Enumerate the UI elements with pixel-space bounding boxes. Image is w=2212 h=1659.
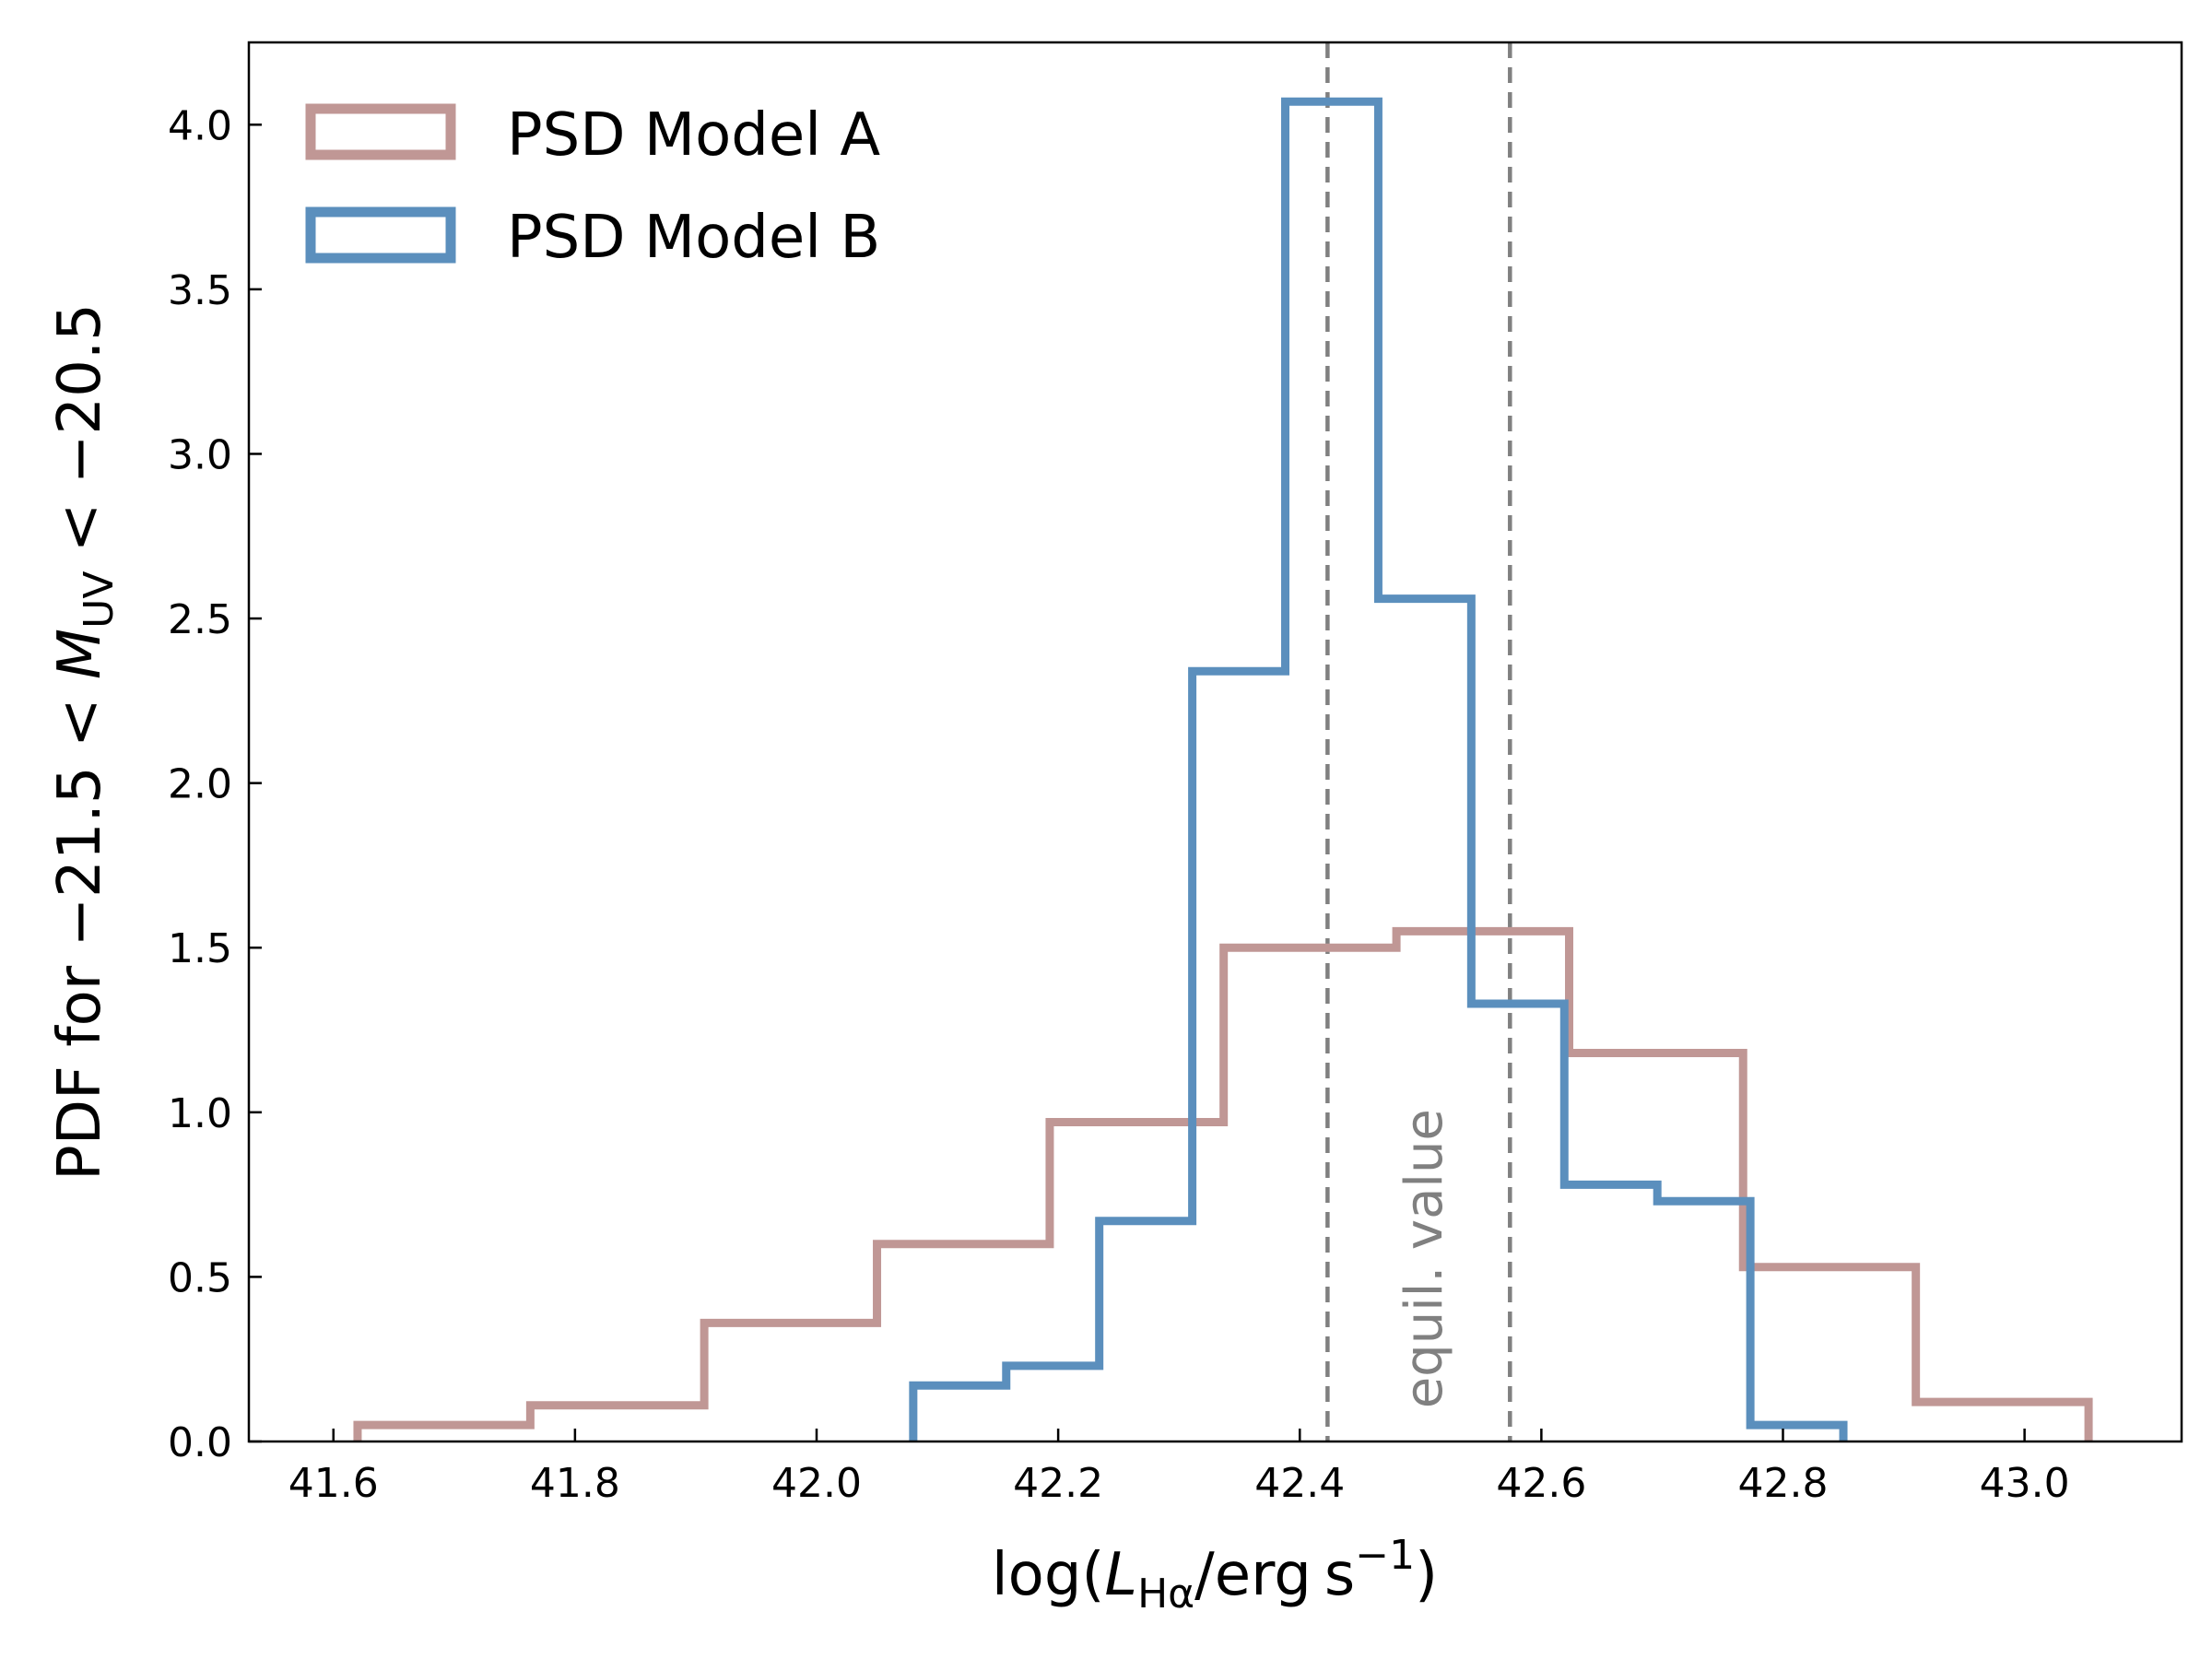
histogram-series-model-a (353, 926, 2093, 1441)
legend: PSD Model A PSD Model B (305, 101, 880, 272)
x-tick-label: 43.0 (1980, 1460, 2070, 1507)
y-tick-label: 3.0 (168, 431, 232, 478)
y-tick-label: 1.0 (168, 1090, 232, 1137)
y-tick-label: 0.0 (168, 1419, 232, 1466)
vertical-reference-lines (1325, 42, 1512, 1441)
x-tick-label: 42.4 (1254, 1460, 1345, 1507)
y-tick-label: 0.5 (168, 1254, 232, 1301)
y-axis-ticks: 0.0 0.5 1.0 1.5 2.0 2.5 3.0 3.5 4.0 (168, 102, 262, 1466)
x-axis-title: log(LHα/erg s−1) (992, 1532, 1438, 1618)
histogram-series-layer (353, 97, 2093, 1441)
y-tick-label: 2.5 (168, 596, 232, 643)
equil-value-annotation: equil. value (1394, 1109, 1454, 1408)
x-tick-label: 42.0 (771, 1460, 862, 1507)
x-tick-label: 42.2 (1013, 1460, 1103, 1507)
x-tick-label: 42.6 (1496, 1460, 1586, 1507)
legend-swatch-model-a (305, 103, 456, 160)
legend-label-model-a: PSD Model A (507, 101, 880, 170)
y-tick-label: 1.5 (168, 925, 232, 972)
histogram-series-model-b (909, 97, 1848, 1441)
legend-label-model-b: PSD Model B (507, 204, 880, 272)
plot-frame (247, 41, 2183, 1443)
x-axis-ticks: 41.6 41.8 42.0 42.2 42.4 42.6 42.8 43.0 (288, 1429, 2070, 1507)
plot-area: equil. value (353, 42, 2093, 1441)
x-tick-label: 41.8 (530, 1460, 620, 1507)
y-tick-label: 4.0 (168, 102, 232, 149)
legend-swatch-model-b (305, 206, 456, 264)
y-axis-title: PDF for −21.5 < MUV < −20.5 (46, 303, 123, 1181)
y-tick-label: 2.0 (168, 761, 232, 808)
y-tick-label: 3.5 (168, 267, 232, 314)
x-tick-label: 42.8 (1738, 1460, 1829, 1507)
x-tick-label: 41.6 (288, 1460, 379, 1507)
